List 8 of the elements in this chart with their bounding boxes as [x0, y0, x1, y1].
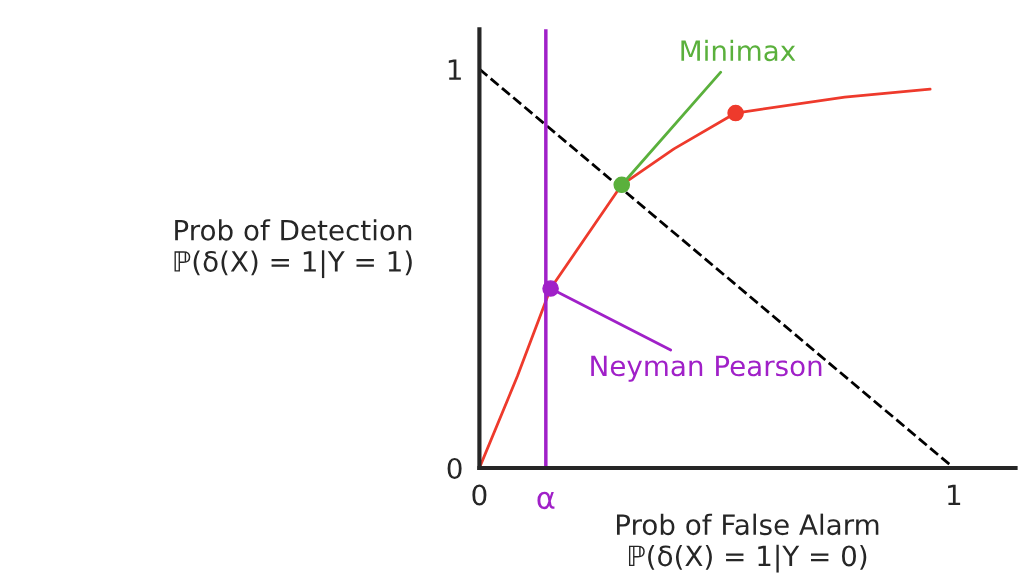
x-axis-title: Prob of False Alarm ℙ(δ(X) = 1|Y = 0)	[616, 513, 879, 573]
point	[613, 176, 631, 194]
point	[542, 280, 559, 297]
ref-line-label: α	[537, 491, 555, 510]
annotation: Neyman Pearson	[591, 355, 822, 382]
point	[727, 104, 744, 122]
y-axis-title: Prob of Detection ℙ(δ(X) = 1|Y = 1)	[174, 219, 412, 279]
annotation: Minimax	[681, 39, 796, 62]
